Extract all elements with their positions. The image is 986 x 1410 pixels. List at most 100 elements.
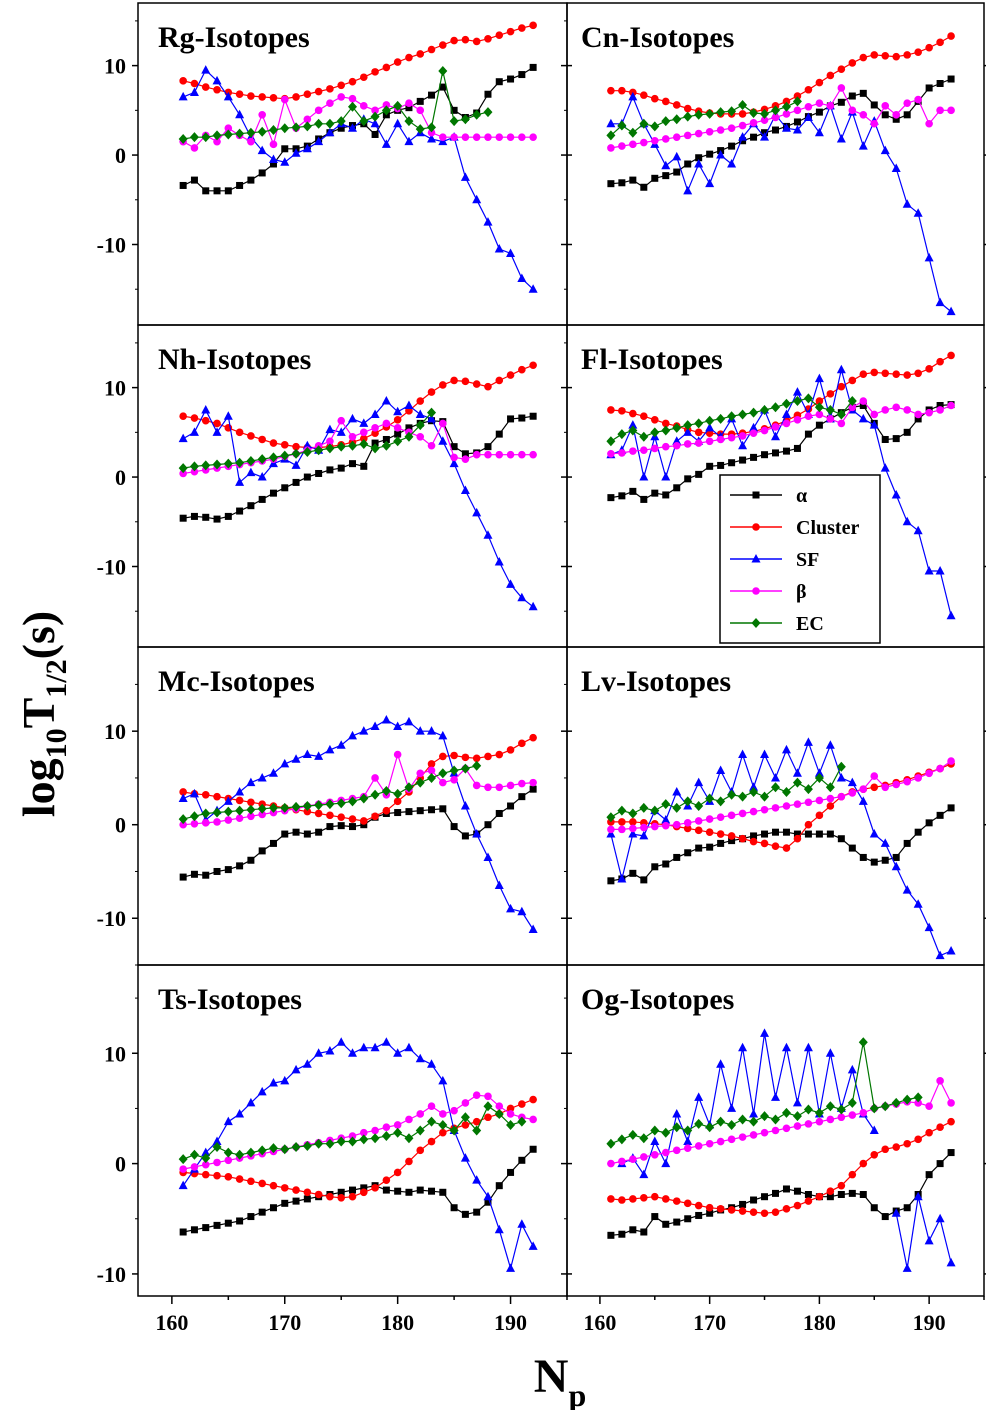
data-point-ec: [749, 407, 759, 418]
data-point-sf: [672, 436, 682, 445]
data-point-beta: [793, 1122, 802, 1130]
data-point-beta: [450, 133, 458, 141]
data-point-beta: [518, 450, 526, 459]
data-point-sf: [404, 1042, 414, 1052]
data-point-alpha: [281, 145, 289, 153]
data-point-sf: [825, 740, 835, 749]
data-point-cluster: [439, 41, 447, 49]
series-cluster: [607, 1117, 955, 1218]
data-point-cluster: [837, 1181, 846, 1190]
data-point-beta: [738, 1133, 747, 1141]
panel-title: Rg-Isotopes: [158, 21, 310, 54]
data-point-sf: [483, 852, 493, 861]
data-point-beta: [694, 1142, 703, 1150]
data-point-alpha: [394, 430, 402, 438]
data-point-sf: [661, 815, 671, 824]
series-line-alpha: [182, 66, 534, 192]
data-point-ec: [781, 786, 791, 797]
data-point-cluster: [618, 86, 626, 95]
data-point-ec: [727, 411, 737, 422]
data-point-alpha: [640, 876, 648, 884]
y-tick-label: -10: [97, 906, 126, 931]
data-point-beta: [506, 781, 515, 790]
data-point-beta: [947, 401, 955, 410]
data-point-alpha: [728, 459, 736, 467]
data-point-beta: [870, 410, 879, 419]
data-point-alpha: [903, 839, 911, 847]
data-point-beta: [506, 1110, 515, 1118]
data-point-alpha: [213, 187, 221, 195]
legend-swatch-marker: [751, 554, 761, 563]
x-tick-label: 180: [803, 1310, 836, 1335]
data-point-alpha: [247, 176, 255, 184]
data-point-ec: [212, 459, 222, 470]
data-point-sf: [348, 730, 357, 740]
data-point-ec: [650, 427, 660, 438]
data-point-sf: [381, 139, 391, 148]
data-point-sf: [869, 420, 879, 429]
data-point-cluster: [393, 1168, 402, 1177]
data-point-alpha: [518, 414, 526, 422]
data-point-beta: [804, 412, 813, 421]
data-point-alpha: [416, 1186, 424, 1194]
data-point-alpha: [903, 1204, 911, 1212]
series-ec: [606, 761, 846, 823]
data-point-alpha: [360, 1184, 368, 1192]
data-point-beta: [495, 133, 504, 141]
data-point-beta: [506, 450, 515, 459]
data-point-sf: [902, 885, 912, 894]
data-point-beta: [749, 1131, 758, 1139]
data-point-sf: [427, 1059, 437, 1068]
data-point-cluster: [936, 1123, 944, 1131]
data-point-cluster: [359, 817, 368, 825]
data-point-alpha: [717, 839, 725, 847]
data-point-sf: [749, 782, 759, 791]
data-point-cluster: [629, 409, 637, 418]
data-point-cluster: [393, 797, 402, 806]
data-point-cluster: [848, 376, 857, 385]
data-point-sf: [212, 1136, 222, 1146]
data-point-sf: [268, 154, 278, 164]
data-point-alpha: [892, 853, 900, 861]
data-point-ec: [781, 398, 791, 409]
series-ec: [178, 760, 482, 825]
data-point-alpha: [405, 808, 413, 816]
data-point-sf: [683, 185, 693, 195]
data-point-ec: [628, 425, 638, 436]
data-point-sf: [771, 772, 780, 782]
data-point-alpha: [881, 1213, 889, 1221]
data-point-cluster: [405, 53, 413, 62]
data-point-ec: [212, 130, 222, 141]
data-point-sf: [913, 208, 923, 217]
data-point-sf: [359, 418, 369, 427]
series-alpha: [607, 1149, 955, 1239]
data-point-ec: [650, 121, 660, 132]
data-point-beta: [826, 102, 835, 110]
data-point-sf: [858, 413, 868, 423]
data-point-cluster: [450, 36, 458, 45]
data-point-cluster: [903, 371, 911, 379]
data-point-beta: [190, 819, 199, 828]
data-point-beta: [190, 1163, 199, 1171]
data-point-beta: [815, 796, 824, 805]
data-point-sf: [639, 830, 649, 840]
data-point-sf: [528, 1241, 538, 1250]
data-point-cluster: [815, 397, 824, 405]
data-point-alpha: [936, 1160, 944, 1168]
panel-og-isotopes: Og-Isotopes: [561, 964, 986, 1297]
panel-title: Mc-Isotopes: [158, 665, 315, 698]
data-point-ec: [427, 772, 437, 783]
data-point-alpha: [859, 89, 867, 97]
data-point-cluster: [826, 390, 835, 398]
data-point-beta: [607, 450, 615, 458]
data-point-sf: [792, 125, 802, 134]
data-point-ec: [506, 1119, 516, 1130]
data-point-cluster: [815, 78, 824, 87]
data-point-beta: [903, 406, 911, 414]
data-point-ec: [235, 128, 245, 139]
data-point-ec: [268, 802, 278, 813]
series-cluster: [179, 21, 537, 103]
data-point-beta: [815, 410, 824, 419]
data-point-cluster: [529, 361, 537, 370]
data-point-sf: [201, 1147, 211, 1157]
